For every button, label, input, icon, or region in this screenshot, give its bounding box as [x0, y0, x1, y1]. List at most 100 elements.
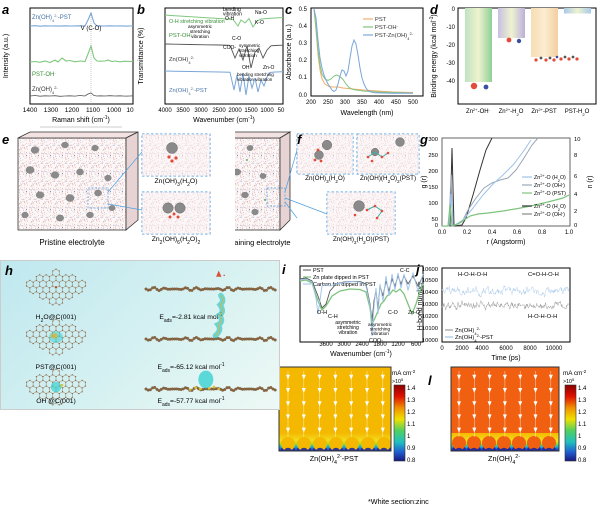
svg-text:8000: 8000	[523, 346, 537, 352]
svg-text:1.3: 1.3	[578, 398, 587, 404]
svg-text:Zn2(OH)6(H2O)2: Zn2(OH)6(H2O)2	[152, 236, 201, 246]
svg-text:vibration: vibration	[371, 331, 389, 336]
svg-text:10: 10	[126, 107, 134, 114]
svg-text:vibration vibration: vibration vibration	[237, 77, 273, 82]
svg-text:1200: 1200	[65, 107, 80, 114]
svg-text:0.4: 0.4	[488, 230, 497, 236]
svg-text:0.5: 0.5	[299, 7, 308, 13]
svg-text:Pristine electrolyte: Pristine electrolyte	[39, 238, 105, 247]
svg-text:100: 100	[428, 201, 438, 207]
svg-text:H-O-H-O-H: H-O-H-O-H	[458, 272, 487, 278]
svg-text:H-O-H-O-H: H-O-H-O-H	[528, 314, 557, 320]
svg-text:PST-OH-: PST-OH-	[375, 23, 399, 32]
svg-text:Wavelength (nm): Wavelength (nm)	[340, 110, 393, 117]
svg-text:Zn(OH)2(H2O)(PST): Zn(OH)2(H2O)(PST)	[333, 236, 389, 245]
svg-text:250: 250	[428, 153, 438, 159]
svg-text:Zn(OH)42-: Zn(OH)42-	[169, 55, 195, 65]
svg-text:200: 200	[428, 169, 438, 175]
svg-text:0.2: 0.2	[463, 230, 472, 236]
svg-text:1: 1	[407, 434, 411, 440]
svg-text:1.3: 1.3	[407, 398, 416, 404]
svg-text:4000: 4000	[475, 346, 489, 352]
svg-text:0.0: 0.0	[438, 230, 447, 236]
svg-text:1000: 1000	[260, 108, 274, 114]
svg-text:3000: 3000	[337, 342, 351, 348]
svg-text:4000: 4000	[158, 108, 172, 114]
svg-text:O-H: O-H	[317, 310, 327, 316]
svg-text:Zn(OH)42-: Zn(OH)42-	[32, 85, 58, 95]
svg-text:2500: 2500	[212, 108, 226, 114]
svg-text:0: 0	[452, 7, 456, 13]
svg-text:Transmittance (%): Transmittance (%)	[138, 28, 145, 85]
svg-text:Zn-O: Zn-O	[263, 65, 275, 71]
svg-text:6: 6	[574, 174, 577, 180]
svg-text:200: 200	[306, 100, 317, 106]
svg-text:450: 450	[391, 100, 402, 106]
svg-text:PST@C(001): PST@C(001)	[36, 364, 77, 371]
svg-text:Zn-O: Zn-O	[408, 310, 420, 316]
svg-text:Zn2+-O (PST): Zn2+-O (PST)	[534, 189, 566, 198]
svg-text:Binding energy (kcal mol-1): Binding energy (kcal mol-1)	[429, 14, 438, 97]
svg-text:1.1: 1.1	[407, 422, 416, 428]
svg-text:Zn2+-OH-: Zn2+-OH-	[466, 107, 491, 116]
svg-text:10: 10	[574, 137, 580, 143]
svg-text:150: 150	[428, 185, 438, 191]
svg-text:300: 300	[428, 137, 438, 143]
svg-text:g (r): g (r)	[421, 176, 428, 189]
svg-text:2000: 2000	[228, 108, 242, 114]
svg-text:COO-: COO-	[223, 45, 236, 51]
svg-text:Zn2+-H2O: Zn2+-H2O	[499, 107, 524, 117]
svg-text:1.1: 1.1	[578, 422, 587, 428]
svg-text:K-O: K-O	[255, 20, 264, 26]
svg-text:V (C-O): V (C-O)	[81, 26, 102, 32]
svg-text:OH-@C(001): OH-@C(001)	[36, 396, 76, 405]
svg-text:3600: 3600	[319, 342, 333, 348]
svg-text:0.9: 0.9	[578, 446, 587, 452]
svg-text:PST-containing electrolyte: PST-containing electrolyte	[235, 238, 291, 247]
svg-text:0: 0	[435, 223, 438, 229]
svg-text:Intensity (a.u.): Intensity (a.u.)	[3, 34, 10, 78]
svg-text:1200: 1200	[391, 342, 405, 348]
svg-text:Absorbance (a.u.): Absorbance (a.u.)	[286, 24, 293, 80]
svg-text:300: 300	[340, 100, 351, 106]
svg-text:250: 250	[323, 100, 334, 106]
svg-text:r (Angstorm): r (Angstorm)	[487, 239, 526, 246]
svg-text:-30: -30	[446, 61, 455, 67]
svg-text:0.1: 0.1	[299, 75, 308, 81]
svg-text:1400: 1400	[23, 107, 38, 114]
svg-text:0.9: 0.9	[407, 446, 416, 452]
svg-text:10000: 10000	[546, 346, 563, 352]
svg-text:0.8: 0.8	[407, 458, 416, 464]
svg-text:1.0: 1.0	[565, 230, 574, 236]
svg-text:PST: PST	[375, 17, 387, 23]
svg-text:vibration: vibration	[191, 34, 209, 39]
svg-text:4: 4	[574, 192, 578, 198]
svg-text:Na-O: Na-O	[255, 10, 267, 16]
svg-text:Zn plate dipped in PST: Zn plate dipped in PST	[313, 275, 370, 281]
svg-text:-40: -40	[446, 79, 455, 85]
svg-text:0.4: 0.4	[299, 24, 308, 30]
svg-text:0.2: 0.2	[299, 58, 308, 64]
svg-text:-20: -20	[446, 43, 455, 49]
svg-text:PST-OH-: PST-OH-	[32, 70, 56, 79]
svg-text:1100: 1100	[86, 107, 100, 114]
svg-text:1: 1	[578, 434, 582, 440]
svg-text:n (r): n (r)	[587, 176, 594, 189]
svg-text:OH: OH	[242, 65, 250, 71]
svg-text:Zn(OH)42--PST: Zn(OH)42--PST	[32, 13, 72, 23]
svg-text:8: 8	[574, 153, 577, 159]
svg-text:Zn(OH)42--PST: Zn(OH)42--PST	[310, 454, 359, 466]
svg-text:Wavenumber (cm-1): Wavenumber (cm-1)	[330, 349, 392, 358]
svg-text:2: 2	[574, 209, 577, 215]
svg-text:6000: 6000	[499, 346, 513, 352]
svg-text:Eads=-65.12 kcal mol-1: Eads=-65.12 kcal mol-1	[157, 362, 224, 374]
svg-text:0.8: 0.8	[538, 230, 547, 236]
svg-text:Eads=-2.81 kcal mol-1: Eads=-2.81 kcal mol-1	[159, 312, 223, 324]
svg-text:400: 400	[374, 100, 385, 106]
svg-text:0.0: 0.0	[299, 93, 308, 99]
svg-text:C-O: C-O	[388, 310, 398, 316]
svg-text:350: 350	[357, 100, 368, 106]
svg-text:Zn(OH)42-: Zn(OH)42-	[488, 454, 520, 466]
svg-text:1.2: 1.2	[578, 410, 587, 416]
svg-text:0: 0	[574, 223, 577, 229]
